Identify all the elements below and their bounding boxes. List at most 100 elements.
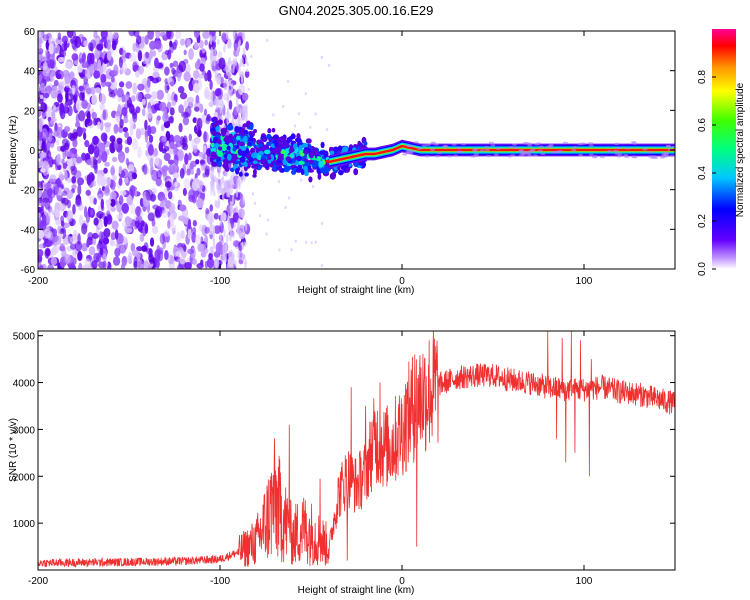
spectrogram-noise-cell bbox=[212, 234, 215, 242]
spectrogram-noise-cell bbox=[72, 247, 77, 258]
spectrogram-noise-cell bbox=[105, 199, 112, 205]
spectrogram-noise-cell bbox=[113, 140, 119, 150]
spectrogram-noise-cell bbox=[187, 248, 195, 255]
spectrogram-signal-cell bbox=[252, 174, 257, 178]
spectrogram-noise-cell bbox=[243, 176, 247, 180]
spectrogram-noise-cell bbox=[100, 198, 105, 210]
spectrogram-noise-cell bbox=[65, 90, 69, 103]
spectrogram-noise-cell bbox=[228, 99, 233, 110]
spectrogram-noise-cell bbox=[38, 51, 43, 62]
spectrogram-noise-cell bbox=[136, 246, 143, 252]
snr-x-tick-label: -200 bbox=[28, 576, 48, 587]
spectrogram-noise-cell bbox=[102, 237, 110, 245]
spectrogram-noise-cell bbox=[230, 200, 234, 208]
spectrogram-noise-cell bbox=[64, 61, 73, 70]
spectrogram-noise-cell bbox=[137, 222, 143, 232]
spectrogram-noise-cell bbox=[179, 92, 188, 100]
spectrogram-signal-cell bbox=[599, 155, 605, 159]
spectrogram-noise-cell bbox=[74, 84, 79, 94]
spectrogram-signal-cell bbox=[665, 144, 671, 148]
spectrogram-noise-cell bbox=[242, 232, 245, 236]
spectrogram-noise-cell bbox=[149, 50, 154, 60]
spectrogram-signal-cell bbox=[486, 154, 492, 158]
spectrogram-signal-cell bbox=[484, 145, 490, 149]
spectrogram-noise-cell bbox=[162, 112, 169, 123]
spectrogram-signal-cell bbox=[495, 147, 501, 150]
spectrogram-signal-cell bbox=[295, 137, 302, 143]
spectrogram-noise-cell bbox=[60, 220, 65, 228]
snr-line-plot bbox=[38, 331, 675, 569]
spectrogram-noise-cell bbox=[78, 85, 84, 92]
spectrogram-noise-cell bbox=[132, 249, 138, 257]
spectrogram-signal-cell bbox=[512, 143, 518, 146]
spectrogram-noise-cell bbox=[111, 241, 118, 247]
spectrogram-signal-cell bbox=[242, 123, 248, 128]
spectrogram-noise-cell bbox=[215, 242, 222, 254]
spectrogram-noise-cell bbox=[101, 150, 108, 163]
spectrogram-noise-cell bbox=[100, 31, 108, 39]
spectrogram-x-tick-label: -200 bbox=[28, 276, 48, 287]
spectrogram-signal-cell bbox=[490, 144, 496, 147]
spectrogram-signal-cell bbox=[210, 151, 217, 158]
spectrogram-noise-cell bbox=[245, 41, 250, 51]
spectrogram-noise-cell bbox=[106, 176, 112, 187]
spectrogram-noise-cell bbox=[182, 116, 190, 126]
spectrogram-noise-cell bbox=[231, 115, 234, 127]
spectrogram-noise-cell bbox=[100, 132, 108, 142]
spectrogram-noise-cell bbox=[325, 127, 329, 132]
spectrogram-signal-cell bbox=[591, 156, 597, 159]
spectrogram-signal-cell bbox=[337, 145, 343, 151]
spectrogram-signal-cell bbox=[243, 135, 248, 143]
spectrogram-noise-cell bbox=[75, 99, 82, 111]
spectrogram-signal-cell bbox=[518, 149, 524, 152]
spectrogram-noise-cell bbox=[164, 66, 170, 76]
spectrogram-noise-cell bbox=[212, 224, 216, 237]
spectrogram-signal-cell bbox=[311, 162, 318, 169]
spectrogram-noise-cell bbox=[98, 231, 103, 243]
spectrogram-noise-cell bbox=[172, 172, 179, 180]
spectrogram-signal-cell bbox=[623, 154, 629, 157]
spectrogram-noise-cell bbox=[55, 219, 61, 226]
spectrogram-signal-cell bbox=[239, 156, 246, 163]
spectrogram-noise-cell bbox=[91, 111, 97, 120]
spectrogram-signal-cell bbox=[522, 142, 528, 145]
spectrogram-noise-cell bbox=[169, 107, 175, 116]
spectrogram-noise-cell bbox=[201, 31, 210, 39]
spectrogram-noise-cell bbox=[226, 107, 230, 117]
colorbar-tick-label: 0.6 bbox=[697, 118, 708, 132]
spectrogram-noise-cell bbox=[51, 110, 56, 120]
spectrogram-noise-cell bbox=[163, 152, 171, 162]
spectrogram-signal-cell bbox=[530, 148, 536, 152]
spectrogram-noise-cell bbox=[49, 156, 54, 168]
spectrogram-noise-cell bbox=[141, 108, 146, 117]
spectrogram-noise-cell bbox=[166, 31, 172, 40]
spectrogram-noise-cell bbox=[226, 234, 229, 243]
spectrogram-noise-cell bbox=[244, 70, 250, 78]
spectrogram-noise-cell bbox=[91, 94, 98, 106]
spectrogram-noise-cell bbox=[284, 205, 287, 210]
spectrogram-noise-cell bbox=[184, 261, 192, 269]
spectrogram-noise-cell bbox=[45, 212, 51, 223]
spectrogram-signal-cell bbox=[408, 144, 414, 148]
spectrogram-noise-cell bbox=[64, 101, 69, 113]
spectrogram-noise-cell bbox=[221, 32, 227, 42]
spectrogram-signal-cell bbox=[434, 155, 440, 158]
spectrogram-noise-cell bbox=[119, 118, 124, 129]
spectrogram-noise-cell bbox=[152, 127, 156, 134]
spectrogram-noise-cell bbox=[93, 217, 99, 226]
spectrogram-noise-cell bbox=[63, 142, 70, 151]
spectrogram-noise-cell bbox=[117, 150, 126, 163]
spectrogram-noise-cell bbox=[178, 104, 184, 114]
spectrogram-noise-cell bbox=[243, 241, 247, 248]
spectrogram-noise-cell bbox=[38, 187, 43, 198]
spectrogram-noise-cell bbox=[47, 240, 53, 247]
spectrogram-signal-cell bbox=[340, 165, 345, 171]
spectrogram-noise-cell bbox=[106, 39, 111, 51]
spectrogram-noise-cell bbox=[179, 168, 185, 179]
spectrogram-noise-cell bbox=[151, 91, 158, 100]
spectrogram-noise-cell bbox=[197, 129, 202, 138]
colorbar-tick-label: 0.4 bbox=[697, 166, 708, 180]
spectrogram-noise-cell bbox=[41, 197, 50, 203]
spectrogram-noise-cell bbox=[241, 109, 244, 119]
colorbar-label: Normalized spectral amplitude bbox=[735, 82, 746, 217]
